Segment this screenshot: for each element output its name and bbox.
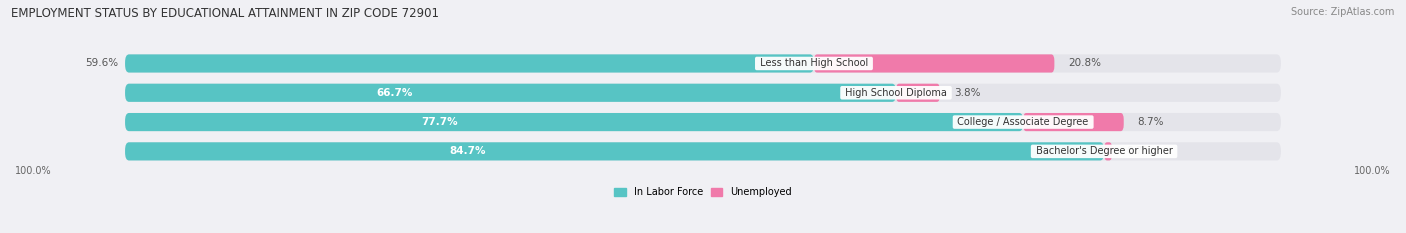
FancyBboxPatch shape [1104, 142, 1112, 161]
Text: 100.0%: 100.0% [1354, 166, 1391, 176]
Text: College / Associate Degree: College / Associate Degree [955, 117, 1092, 127]
FancyBboxPatch shape [814, 54, 1054, 72]
Text: 8.7%: 8.7% [1137, 117, 1164, 127]
FancyBboxPatch shape [1024, 113, 1123, 131]
Text: Source: ZipAtlas.com: Source: ZipAtlas.com [1291, 7, 1395, 17]
Text: 84.7%: 84.7% [450, 146, 486, 156]
Text: EMPLOYMENT STATUS BY EDUCATIONAL ATTAINMENT IN ZIP CODE 72901: EMPLOYMENT STATUS BY EDUCATIONAL ATTAINM… [11, 7, 439, 20]
Text: 0.7%: 0.7% [1126, 146, 1153, 156]
FancyBboxPatch shape [125, 142, 1104, 161]
Text: Bachelor's Degree or higher: Bachelor's Degree or higher [1032, 146, 1175, 156]
Text: Less than High School: Less than High School [756, 58, 872, 69]
Text: 100.0%: 100.0% [15, 166, 52, 176]
Text: 59.6%: 59.6% [86, 58, 118, 69]
FancyBboxPatch shape [125, 84, 1281, 102]
FancyBboxPatch shape [125, 142, 1281, 161]
FancyBboxPatch shape [125, 54, 1281, 72]
Text: 3.8%: 3.8% [953, 88, 980, 98]
FancyBboxPatch shape [125, 113, 1024, 131]
FancyBboxPatch shape [125, 113, 1281, 131]
FancyBboxPatch shape [125, 54, 814, 72]
Legend: In Labor Force, Unemployed: In Labor Force, Unemployed [610, 183, 796, 201]
Text: 20.8%: 20.8% [1069, 58, 1101, 69]
FancyBboxPatch shape [896, 84, 941, 102]
Text: 77.7%: 77.7% [422, 117, 458, 127]
FancyBboxPatch shape [125, 84, 896, 102]
Text: 66.7%: 66.7% [377, 88, 413, 98]
Text: High School Diploma: High School Diploma [842, 88, 950, 98]
